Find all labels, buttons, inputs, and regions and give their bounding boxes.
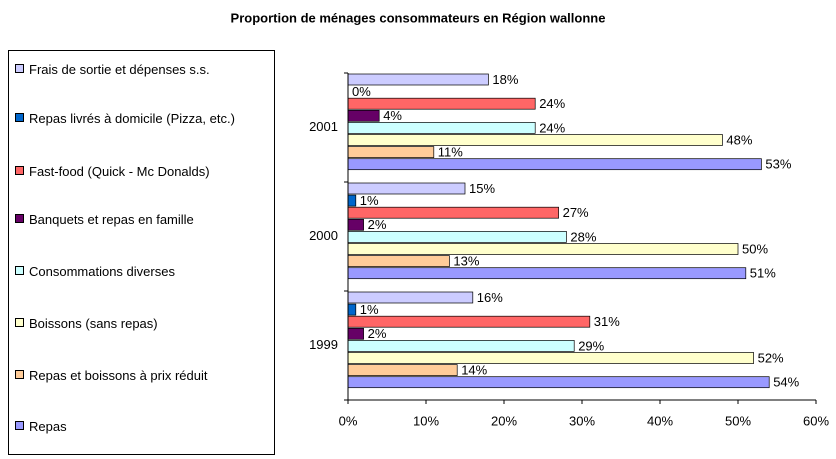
value-label: 52% [758,350,784,365]
legend-swatch [15,64,24,73]
bar [347,134,723,146]
value-label: 2% [368,217,387,232]
legend-label: Repas et boissons à prix réduit [29,368,208,383]
bar [347,376,770,389]
value-label: 24% [539,120,565,135]
legend-item: Repas livrés à domicile (Pizza, etc.) [15,108,273,129]
bar [347,267,747,280]
value-label: 53% [765,157,791,172]
legend-item: Boissons (sans repas) [15,313,273,334]
value-label: 13% [453,254,479,269]
x-tick-label: 50% [725,413,751,428]
bar [347,218,364,231]
value-label: 28% [570,229,596,244]
x-tick-label: 0% [339,413,358,428]
legend-label: Repas [29,419,67,434]
value-label: 48% [726,132,752,147]
bar [347,243,739,255]
value-label: 31% [594,314,620,329]
x-tick-label: 30% [569,413,595,428]
legend-swatch [15,266,24,275]
legend: Frais de sortie et dépenses s.s. Repas li… [8,50,275,455]
value-label: 1% [360,193,379,208]
bar [347,340,575,352]
value-label: 27% [563,205,589,220]
value-label: 2% [368,326,387,341]
legend-swatch [15,166,24,175]
x-tick-label: 60% [803,413,829,428]
bar [347,122,536,134]
bar [347,255,450,267]
value-label: 18% [492,72,518,87]
bar [347,97,536,110]
legend-label: Boissons (sans repas) [29,316,158,331]
x-tick-label: 20% [491,413,517,428]
bar [347,352,754,364]
legend-label: Fast-food (Quick - Mc Donalds) [29,164,210,179]
value-label: 24% [539,96,565,111]
value-label: 11% [438,145,463,160]
value-label: 15% [469,181,495,196]
x-tick-label: 10% [413,413,439,428]
legend-swatch [15,214,24,223]
legend-label: Frais de sortie et dépenses s.s. [29,62,210,77]
legend-swatch [15,113,24,122]
y-tick-label: 1999 [309,337,338,352]
legend-label: Consommations diverses [29,264,175,279]
legend-swatch [15,421,24,430]
legend-swatch [15,370,24,379]
value-label: 1% [360,302,379,317]
value-label: 0% [352,84,371,99]
bar [347,231,567,243]
bar [347,364,458,376]
value-label: 16% [477,290,503,305]
legend-item: Consommations diverses [15,261,273,282]
legend-label: Repas livrés à domicile (Pizza, etc.) [29,111,235,126]
value-label: 4% [383,108,402,123]
value-label: 50% [742,241,768,256]
y-tick-label: 2001 [309,119,338,134]
bar [347,146,435,158]
bar [347,158,762,171]
value-label: 29% [578,338,604,353]
legend-item: Frais de sortie et dépenses s.s. [15,59,273,80]
y-tick-label: 2000 [309,228,338,243]
bar [347,303,357,316]
value-label: 14% [461,363,487,378]
legend-item: Repas et boissons à prix réduit [15,365,273,386]
legend-label: Banquets et repas en famille [29,212,194,227]
chart-title: Proportion de ménages consommateurs en R… [231,10,606,25]
bar [347,109,380,122]
legend-swatch [15,318,24,327]
legend-item: Repas [15,416,273,437]
legend-item: Banquets et repas en famille [15,209,273,230]
bar [347,327,364,340]
value-label: 54% [773,375,799,390]
x-tick-label: 40% [647,413,673,428]
value-label: 51% [750,266,776,281]
legend-item: Fast-food (Quick - Mc Donalds) [15,161,273,182]
bar [347,194,357,207]
